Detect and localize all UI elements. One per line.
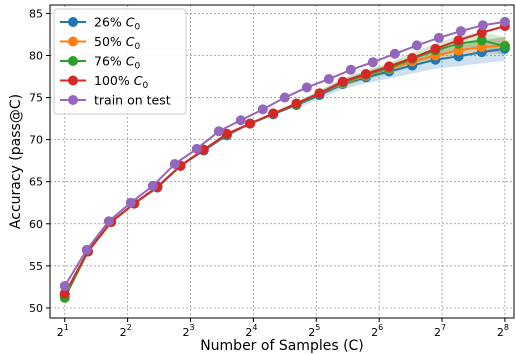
data-point (257, 104, 268, 115)
data-point (81, 244, 92, 255)
confidence-band (296, 37, 505, 107)
data-point (169, 159, 180, 170)
x-tick-label: 21 (57, 323, 69, 339)
data-point (147, 180, 158, 191)
data-point (191, 143, 202, 154)
confidence-band (296, 36, 505, 109)
data-point (323, 74, 334, 85)
legend-label: 76% C0 (94, 54, 141, 72)
y-tick-label: 60 (29, 218, 43, 231)
data-point (59, 288, 70, 299)
data-point (245, 118, 256, 129)
data-point (59, 281, 70, 292)
data-point (499, 41, 510, 52)
data-point (476, 27, 487, 38)
data-point (360, 68, 371, 79)
plot-frame (49, 4, 515, 319)
legend-swatch-marker (68, 36, 78, 47)
data-point (430, 43, 441, 54)
legend-label: 100% C0 (94, 73, 148, 91)
legend-label: train on test (94, 93, 171, 108)
data-point (411, 40, 422, 51)
x-axis-ticks: 21 22 23 24 25 26 27 28 (57, 318, 509, 339)
data-point (455, 26, 466, 37)
data-point (235, 115, 246, 126)
data-point (125, 197, 136, 208)
data-point (433, 32, 444, 43)
x-tick-label: 23 (182, 323, 194, 339)
x-tick-label: 25 (308, 323, 320, 339)
data-point (476, 35, 487, 46)
data-point (367, 57, 378, 68)
series-lines (59, 16, 510, 303)
legend-swatch-marker (68, 75, 78, 86)
y-tick-label: 55 (29, 260, 43, 273)
data-point (499, 16, 510, 27)
data-point (337, 76, 348, 87)
x-tick-label: 26 (371, 323, 383, 339)
x-tick-label: 27 (434, 323, 446, 339)
legend-label: 50% C0 (94, 34, 141, 52)
y-tick-label: 50 (29, 302, 43, 315)
data-point (407, 53, 418, 64)
y-tick-label: 80 (29, 49, 43, 62)
y-axis-ticks: 50 55 60 65 70 75 80 85 (29, 7, 50, 315)
x-tick-label: 22 (120, 323, 132, 339)
x-tick-label: 28 (497, 323, 509, 339)
legend-swatch-marker (68, 95, 78, 105)
legend-swatch-marker (68, 56, 78, 66)
data-point (291, 98, 302, 109)
data-point (314, 88, 325, 99)
data-point (279, 92, 290, 103)
confidence-band (296, 32, 505, 107)
y-tick-label: 65 (29, 176, 43, 189)
data-point (268, 108, 279, 119)
data-point (384, 61, 395, 72)
y-axis-label: Accuracy (pass@C) (8, 94, 24, 229)
data-point (221, 128, 232, 139)
y-tick-label: 85 (29, 7, 43, 20)
data-point (301, 82, 312, 93)
data-point (213, 126, 224, 137)
legend-label: 26% C0 (94, 15, 141, 33)
y-tick-label: 75 (29, 92, 43, 105)
data-point (103, 216, 114, 227)
legend-swatch-marker (68, 17, 78, 27)
x-tick-label: 24 (245, 323, 257, 339)
data-point (453, 35, 464, 46)
data-point (389, 48, 400, 59)
x-axis-label: Number of Samples (C) (200, 338, 364, 354)
legend-box (53, 8, 187, 115)
data-point (345, 64, 356, 75)
confidence-bands (296, 32, 505, 109)
y-tick-label: 70 (29, 134, 43, 147)
data-point (477, 20, 488, 31)
